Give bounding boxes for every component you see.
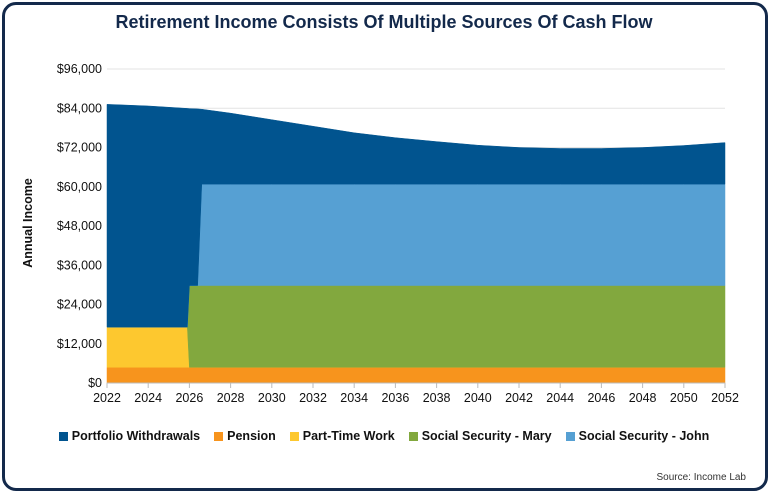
x-tick-label: 2026 — [175, 391, 203, 405]
x-tick-label: 2022 — [93, 391, 121, 405]
y-tick-label: $84,000 — [57, 101, 102, 115]
area-social-security-mary — [107, 285, 726, 368]
legend: Portfolio Withdrawals Pension Part-Time Wo… — [0, 429, 768, 443]
x-tick-label: 2042 — [505, 391, 533, 405]
legend-label: Part-Time Work — [302, 429, 395, 443]
source-note: Source: Income Lab — [656, 472, 747, 483]
legend-swatch — [408, 431, 418, 441]
x-tick-label: 2030 — [258, 391, 286, 405]
legend-item: Social Security - John — [565, 429, 710, 443]
legend-swatch — [58, 431, 68, 441]
x-tick-label: 2048 — [629, 391, 657, 405]
y-tick-label: $60,000 — [57, 180, 102, 194]
y-tick-label: $72,000 — [57, 141, 102, 155]
x-tick-label: 2024 — [134, 391, 162, 405]
legend-item: Part-Time Work — [289, 429, 395, 443]
y-tick-label: $48,000 — [57, 219, 102, 233]
x-tick-label: 2040 — [464, 391, 492, 405]
chart-title: Retirement Income Consists Of Multiple S… — [115, 12, 653, 32]
y-tick-label: $24,000 — [57, 298, 102, 312]
x-tick-label: 2052 — [711, 391, 739, 405]
legend-label: Portfolio Withdrawals — [71, 429, 201, 443]
legend-item: Pension — [214, 429, 276, 443]
y-tick-label: $0 — [88, 376, 102, 390]
legend-swatch — [565, 431, 575, 441]
x-tick-label: 2036 — [381, 391, 409, 405]
legend-swatch — [214, 431, 224, 441]
x-tick-label: 2034 — [340, 391, 368, 405]
x-tick-label: 2032 — [299, 391, 327, 405]
area-pension — [106, 367, 726, 384]
x-tick-label: 2044 — [546, 391, 574, 405]
y-tick-label: $36,000 — [57, 258, 102, 272]
x-tick-label: 2028 — [217, 391, 245, 405]
legend-label: Social Security - Mary — [421, 429, 552, 443]
area-portfolio-withdrawals — [106, 104, 726, 328]
legend-swatch — [289, 431, 299, 441]
legend-label: Pension — [227, 429, 276, 443]
legend-item: Social Security - Mary — [408, 429, 552, 443]
y-tick-label: $12,000 — [57, 337, 102, 351]
legend-item: Portfolio Withdrawals — [58, 429, 201, 443]
x-tick-label: 2038 — [423, 391, 451, 405]
x-tick-label: 2050 — [670, 391, 698, 405]
y-tick-label: $96,000 — [57, 62, 102, 76]
legend-label: Social Security - John — [578, 429, 710, 443]
x-tick-label: 2046 — [587, 391, 615, 405]
